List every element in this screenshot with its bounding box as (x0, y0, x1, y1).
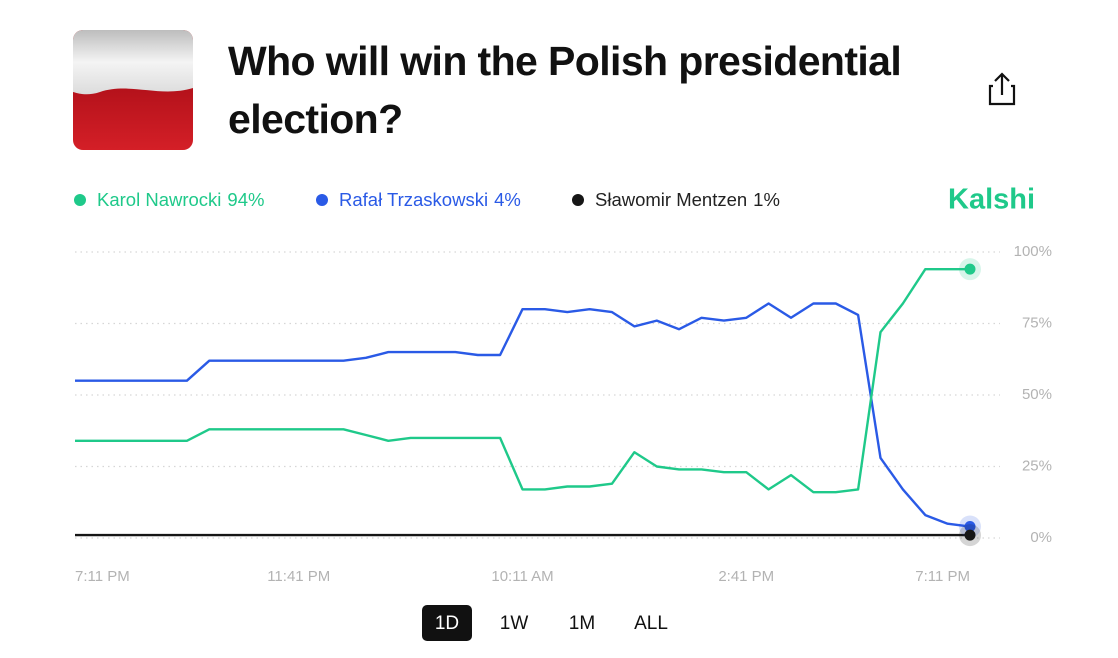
legend-label: Rafał Trzaskowski 4% (339, 189, 521, 210)
y-tick-label: 100% (1014, 243, 1052, 260)
legend-value: 94% (227, 189, 264, 210)
end-dot (964, 529, 976, 541)
title: Who will win the Polish presidential ele… (228, 38, 902, 142)
range-button[interactable]: 1M (569, 613, 595, 634)
legend-dot (316, 194, 328, 206)
legend-dot (74, 194, 86, 206)
x-tick-label: 7:11 PM (915, 568, 970, 585)
x-tick-label: 10:11 AM (491, 568, 553, 585)
y-tick-label: 25% (1022, 457, 1052, 474)
legend-name: Rafał Trzaskowski (339, 189, 488, 210)
x-tick-label: 2:41 PM (718, 568, 774, 585)
brand: Kalshi (948, 184, 1035, 216)
series-line (75, 302, 971, 528)
range-button[interactable]: 1W (500, 613, 529, 634)
series-line (75, 268, 970, 494)
y-tick-label: 0% (1030, 529, 1052, 546)
range-button[interactable]: ALL (634, 613, 668, 634)
x-tick-label: 11:41 PM (267, 568, 330, 585)
end-dot (964, 263, 976, 275)
y-tick-label: 75% (1022, 314, 1052, 331)
legend-value: 1% (753, 189, 780, 210)
y-tick-label: 50% (1022, 386, 1052, 403)
range-button-bg[interactable] (422, 605, 472, 641)
range-button[interactable]: 1D (435, 613, 459, 634)
flag (73, 30, 193, 150)
legend-name: Sławomir Mentzen (595, 189, 747, 210)
legend-label: Karol Nawrocki 94% (97, 189, 264, 210)
legend-name: Karol Nawrocki (97, 189, 221, 210)
legend-label: Sławomir Mentzen 1% (595, 189, 780, 210)
legend-dot (572, 194, 584, 206)
x-tick-label: 7:11 PM (75, 568, 130, 585)
legend-value: 4% (494, 189, 521, 210)
share-icon[interactable] (988, 72, 1016, 106)
end-dot (964, 521, 976, 533)
